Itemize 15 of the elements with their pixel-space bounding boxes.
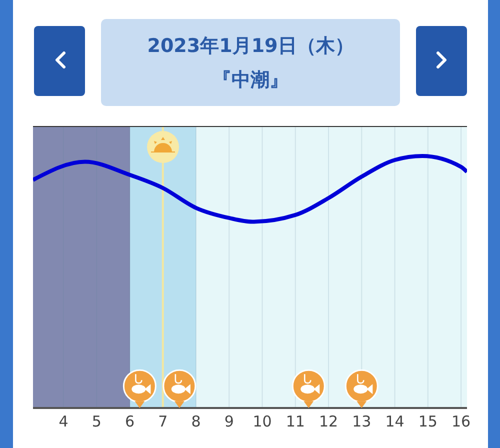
x-tick-label: 10: [252, 412, 272, 431]
x-tick-label: 13: [352, 412, 372, 431]
x-tick-label: 12: [318, 412, 338, 431]
x-tick-label: 8: [191, 412, 201, 431]
x-tick-label: 16: [451, 412, 471, 431]
chart-subtitle: 『中潮』: [212, 68, 290, 93]
x-tick-label: 6: [124, 412, 135, 431]
x-tick-label: 11: [286, 412, 305, 431]
chart-title: 2023年1月19日（木）: [146, 34, 355, 59]
x-tick-label: 9: [224, 412, 234, 431]
x-tick-label: 5: [92, 412, 102, 431]
x-tick-label: 15: [418, 412, 438, 431]
x-tick-label: 7: [158, 412, 168, 431]
x-tick-label: 4: [58, 412, 68, 431]
x-tick-label: 14: [385, 412, 404, 431]
